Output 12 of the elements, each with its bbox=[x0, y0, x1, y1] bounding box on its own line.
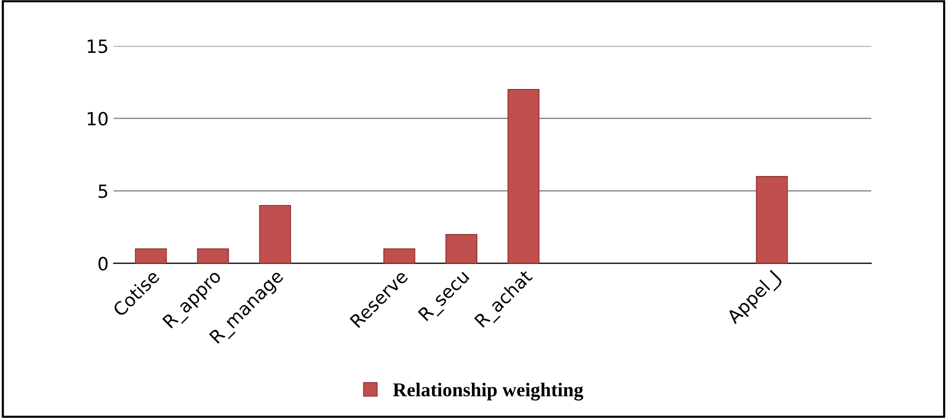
y-tick-label: 15 bbox=[88, 40, 108, 54]
y-tick-label: 5 bbox=[98, 184, 108, 198]
bar bbox=[134, 248, 167, 264]
bar bbox=[756, 176, 788, 264]
bar bbox=[197, 248, 229, 264]
y-tick-label: 10 bbox=[88, 112, 108, 126]
bar bbox=[445, 234, 478, 264]
bar bbox=[508, 89, 540, 264]
y-tick-label: 0 bbox=[98, 256, 108, 270]
bar bbox=[259, 204, 292, 264]
bar bbox=[383, 248, 416, 264]
legend-label: Relationship weighting bbox=[393, 382, 584, 400]
